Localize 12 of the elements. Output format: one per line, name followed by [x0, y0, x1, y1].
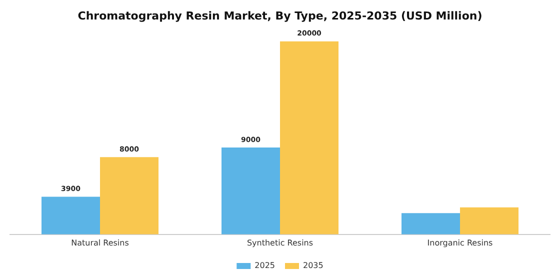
bar [460, 207, 518, 234]
x-tick-label: Synthetic Resins [246, 238, 314, 248]
bar [42, 196, 100, 234]
chart-title: Chromatography Resin Market, By Type, 2025-2035 (USD Million) [78, 9, 482, 22]
legend-label: 2035 [303, 261, 324, 270]
bar [280, 41, 338, 234]
x-tick-label: Inorganic Resins [427, 238, 493, 248]
bar [402, 213, 460, 234]
bar [222, 147, 280, 234]
x-tick-label: Natural Resins [71, 238, 129, 248]
bar [100, 157, 158, 234]
legend-label: 2025 [254, 261, 275, 270]
